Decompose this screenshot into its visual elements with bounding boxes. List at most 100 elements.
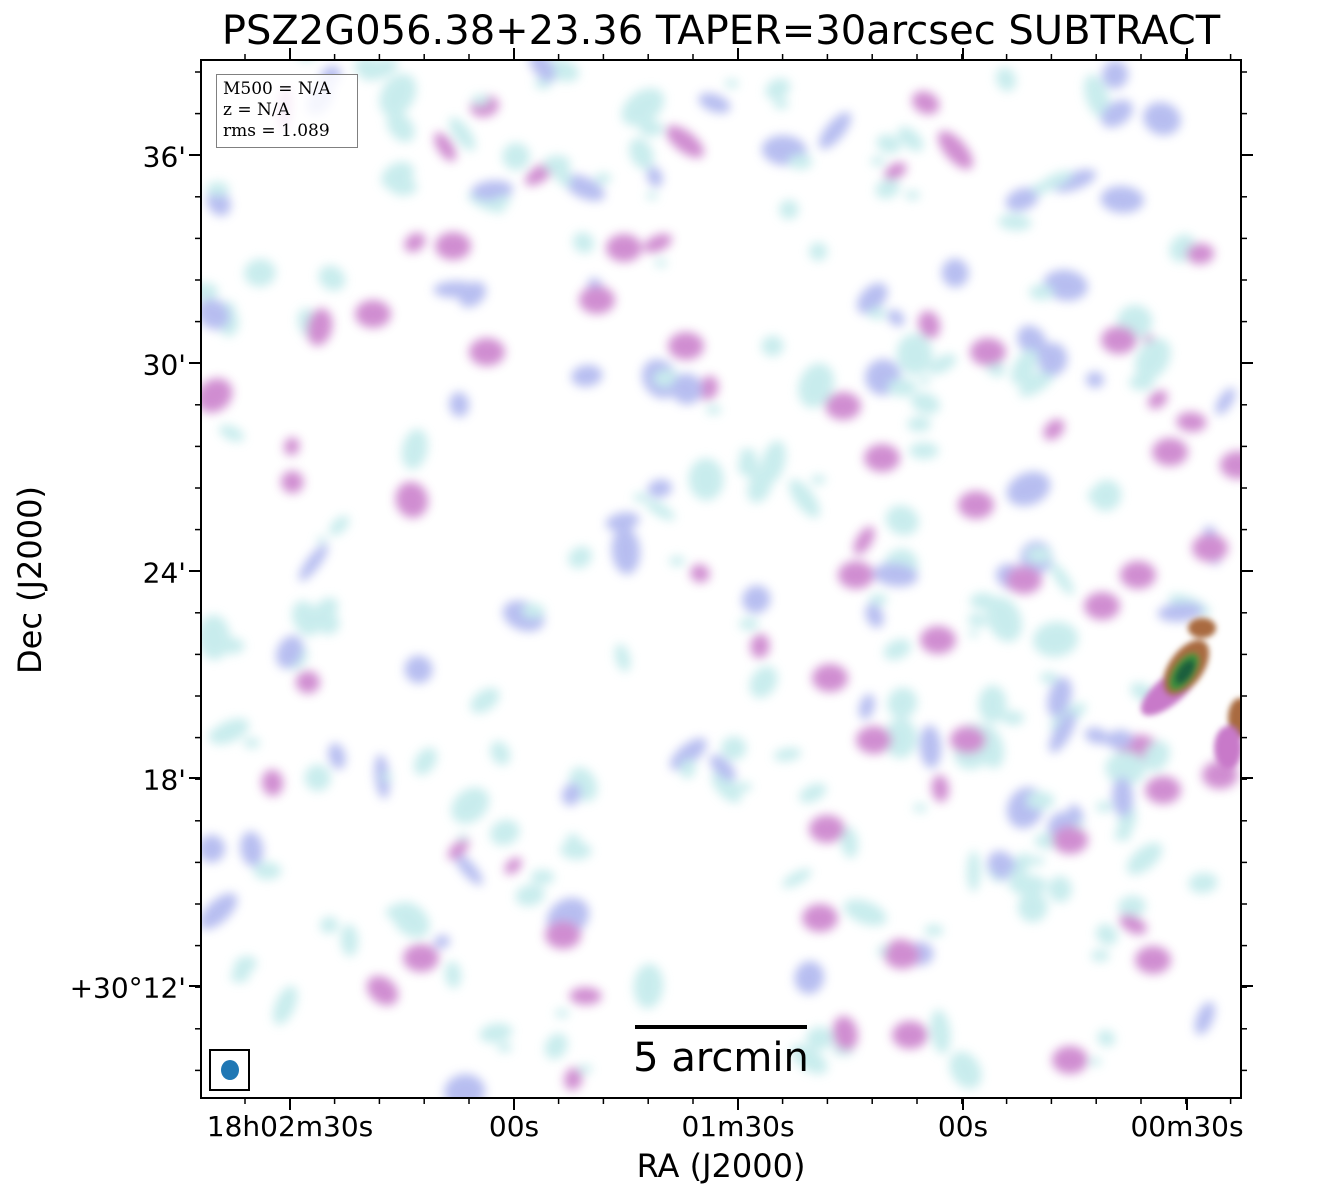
emission-blob	[865, 603, 884, 628]
emission-blob	[950, 726, 986, 754]
emission-blob	[1101, 99, 1133, 128]
emission-blob	[818, 112, 852, 150]
emission-blob	[799, 783, 827, 803]
emission-blob	[705, 405, 722, 415]
emission-blob	[887, 687, 918, 719]
emission-blob	[840, 826, 859, 859]
emission-blob	[606, 234, 642, 262]
emission-blob	[404, 232, 426, 253]
plot-title: PSZ2G056.38+23.36 TAPER=30arcsec SUBTRAC…	[221, 8, 1221, 54]
emission-blob	[561, 783, 582, 806]
emission-blob	[404, 655, 433, 684]
emission-blob	[907, 416, 932, 432]
emission-blob	[319, 916, 339, 934]
emission-blob	[643, 233, 672, 253]
emission-blob	[1052, 1046, 1088, 1074]
emission-blob	[543, 155, 571, 173]
emission-blob	[883, 718, 918, 759]
beam-ellipse	[221, 1060, 239, 1080]
emission-blob	[1037, 342, 1068, 376]
emission-blob	[298, 543, 329, 582]
emission-blob	[1186, 243, 1215, 265]
emission-blob	[1049, 711, 1076, 753]
emission-blob	[530, 869, 555, 885]
emission-blob	[698, 93, 731, 114]
emission-blob	[283, 437, 300, 456]
emission-blob	[1025, 791, 1055, 810]
emission-blob	[1112, 777, 1134, 817]
rms-label: rms = 1.089	[223, 121, 330, 141]
emission-blob	[1145, 776, 1181, 804]
emission-blob	[201, 378, 233, 413]
emission-blob	[1157, 602, 1204, 622]
emission-blob	[560, 841, 592, 860]
y-tick-label: +30°12'	[69, 971, 186, 1005]
emission-blob	[1088, 1057, 1102, 1066]
emission-blob	[698, 375, 719, 401]
emission-blob	[433, 935, 450, 949]
emission-blob	[572, 232, 595, 254]
emission-blob	[340, 924, 359, 957]
emission-blob	[444, 1074, 486, 1098]
bright-source	[1140, 618, 1241, 770]
emission-blob	[1215, 387, 1236, 415]
emission-blob	[568, 546, 592, 569]
emission-blob	[1176, 412, 1207, 432]
emission-blob	[1084, 592, 1120, 620]
emission-blob	[789, 479, 820, 518]
emission-blob	[529, 60, 556, 83]
emission-blob	[1143, 102, 1181, 136]
emission-blob	[544, 1033, 568, 1060]
emission-blob	[318, 265, 346, 291]
emission-blob	[670, 373, 703, 405]
x-tick-label: 00m30s	[1130, 1110, 1244, 1143]
emission-blob	[892, 1021, 928, 1049]
emission-blob	[386, 111, 415, 143]
emission-blob	[502, 142, 530, 171]
emission-blob	[680, 759, 696, 779]
emission-blob	[739, 448, 757, 460]
emission-blob	[978, 685, 1007, 723]
emission-blob	[479, 1023, 513, 1043]
emission-blob	[870, 156, 886, 166]
emission-blob	[521, 603, 545, 619]
emission-blob	[434, 132, 457, 162]
emission-blob	[490, 741, 511, 766]
emission-blob	[1129, 374, 1155, 391]
emission-blob	[316, 613, 340, 635]
emission-blob	[328, 743, 346, 770]
emission-blob	[1026, 547, 1053, 564]
emission-blob	[1220, 451, 1241, 479]
emission-blob	[1192, 534, 1228, 562]
emission-blob	[919, 725, 942, 769]
emission-blob	[749, 666, 778, 698]
emission-blob	[931, 774, 949, 803]
emission-blob	[577, 1064, 593, 1074]
emission-blob	[1084, 74, 1110, 119]
emission-blob	[1029, 284, 1054, 300]
emission-blob	[545, 921, 581, 949]
emission-blob	[504, 857, 522, 875]
emission-blob	[970, 338, 1006, 366]
emission-blob	[1097, 1029, 1116, 1047]
source-component	[1188, 618, 1216, 638]
emission-blob	[911, 91, 940, 115]
emission-blob	[354, 60, 382, 80]
emission-blob	[1008, 874, 1048, 896]
emission-blob	[389, 178, 418, 196]
emission-blob	[1101, 326, 1137, 354]
x-tick-label: 00s	[488, 1110, 540, 1143]
emission-blob	[1152, 438, 1188, 466]
y-tick-label: 30'	[142, 348, 186, 382]
emission-blob	[1095, 924, 1118, 946]
emission-blob	[454, 853, 483, 886]
emission-blob	[449, 392, 470, 418]
emission-blob	[611, 527, 641, 575]
info-box: M500 = N/A z = N/A rms = 1.089	[216, 74, 358, 148]
emission-blob	[1043, 419, 1065, 441]
emission-blob	[688, 458, 724, 501]
emission-blob	[924, 924, 944, 937]
emission-blob	[930, 1009, 951, 1054]
plot-frame	[200, 59, 1242, 1099]
emission-blob	[750, 633, 770, 659]
